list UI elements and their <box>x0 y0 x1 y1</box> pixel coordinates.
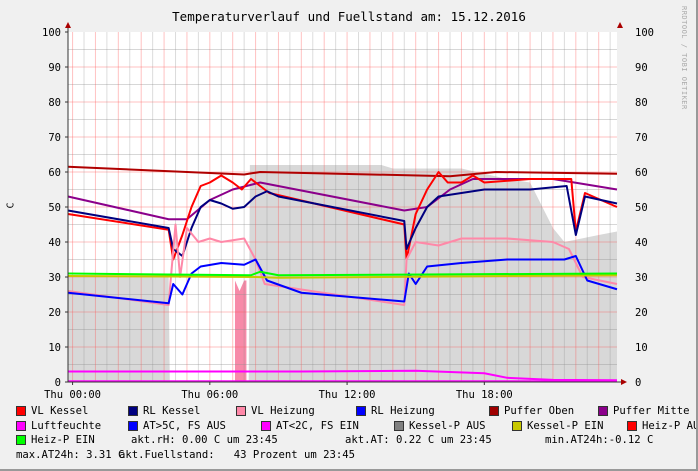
legend-label: VL Kessel <box>31 405 89 417</box>
legend-item: VL Kessel <box>16 404 128 419</box>
y-tick-label: 20 <box>48 307 61 319</box>
y-tick-label-right: 60 <box>635 167 648 179</box>
series-puffer-mitte <box>67 178 618 221</box>
y-tick-label: 50 <box>48 202 61 214</box>
legend-swatch <box>236 406 246 417</box>
watermark: RRDTOOL / TOBI OETIKER <box>680 6 688 110</box>
legend-item: Puffer Oben <box>489 404 598 419</box>
legend-swatch <box>356 406 366 417</box>
y-tick-label: 70 <box>48 132 61 144</box>
x-tick-label: Thu 06:00 <box>181 389 238 400</box>
legend-item: Kessel-P AUS <box>394 419 512 434</box>
legend-swatch <box>128 420 138 431</box>
y-tick-label-right: 90 <box>635 62 648 74</box>
legend-label: Luftfeuchte <box>31 419 102 432</box>
legend-label: Kessel-P EIN <box>527 419 604 432</box>
y-tick-label-right: 30 <box>635 272 648 284</box>
y-tick-label-right: 40 <box>635 237 648 249</box>
series-puffer-oben <box>67 165 618 178</box>
legend-swatch <box>16 420 26 431</box>
legend-swatch <box>394 420 404 431</box>
y-tick-label-right: 50 <box>635 202 648 214</box>
legend-label: Heiz-P EIN <box>31 434 95 446</box>
y-tick-label: 80 <box>48 97 61 109</box>
y-tick-label-right: 100 <box>635 27 654 39</box>
y-tick-label: 0 <box>55 377 61 389</box>
legend-item: AT<2C, FS EIN <box>261 419 394 434</box>
legend-item: VL Heizung <box>236 404 356 419</box>
legend-label: Puffer Oben <box>504 405 575 417</box>
legend-label: RL Heizung <box>371 405 435 417</box>
series-heiz-p-ein <box>67 270 618 277</box>
max-at24h: max.AT24h: 3.31 C <box>16 448 125 461</box>
y-axis-arrow-right-icon <box>617 22 623 28</box>
y-tick-label: 10 <box>48 342 61 354</box>
legend-swatch <box>16 406 26 417</box>
min-at24h: min.AT24h:-0.12 C <box>545 434 654 446</box>
legend-label: Puffer Mitte <box>613 405 690 417</box>
legend-swatch <box>489 406 499 417</box>
area-heiz-p-aus <box>234 280 247 382</box>
y-tick-label-right: 80 <box>635 97 648 109</box>
legend-swatch <box>512 420 522 431</box>
legend-swatch <box>16 435 26 446</box>
series-rl-heizung <box>67 255 618 305</box>
legend-label: Kessel-P AUS <box>409 419 486 432</box>
y-tick-label-right: 0 <box>635 377 641 389</box>
series-kessel-p-ein <box>67 274 618 279</box>
y-tick-label-right: 70 <box>635 132 648 144</box>
y-tick-label: 40 <box>48 237 61 249</box>
y-tick-label-right: 20 <box>635 307 648 319</box>
legend-swatch <box>627 420 637 431</box>
akt-at: akt.AT: 0.22 C um 23:45 <box>345 434 492 446</box>
legend-item: Heiz-P AUS <box>627 419 696 434</box>
legend-swatch <box>128 406 138 417</box>
series-luftfeuchte <box>68 369 618 382</box>
legend-label: Heiz-P AUS <box>642 419 696 432</box>
legend-item: RL Kessel <box>128 404 236 419</box>
legend-item: RL Heizung <box>356 404 489 419</box>
y-tick-label: 90 <box>48 62 61 74</box>
y-tick-label: 30 <box>48 272 61 284</box>
y-tick-label-right: 10 <box>635 342 648 354</box>
legend-label: AT>5C, FS AUS <box>143 419 226 432</box>
legend-swatch <box>261 420 271 431</box>
y-tick-label: 100 <box>42 27 61 39</box>
legend-swatch <box>598 406 608 417</box>
legend-item: Puffer Mitte <box>598 404 690 419</box>
y-axis-arrow-icon <box>65 22 71 28</box>
chart-title: Temperaturverlauf und Fuellstand am: 15.… <box>172 9 526 24</box>
area-kessel-p-aus <box>68 165 617 382</box>
legend-item: Luftfeuchte <box>16 419 128 434</box>
legend: VL Kessel RL Kessel VL Heizung RL Heizung Pu… <box>16 404 696 462</box>
y-tick-label: 60 <box>48 167 61 179</box>
legend-label: AT<2C, FS EIN <box>276 419 359 432</box>
legend-item: AT>5C, FS AUS <box>128 419 261 434</box>
legend-label: RL Kessel <box>143 405 201 417</box>
akt-rh: akt.rH: 0.00 C um 23:45 <box>131 434 278 446</box>
akt-fuellstand: akt.Fuellstand: 43 Prozent um 23:45 <box>119 448 355 461</box>
x-tick-label: Thu 12:00 <box>319 389 376 400</box>
legend-label: VL Heizung <box>251 405 315 417</box>
series-rl-kessel <box>67 185 618 257</box>
plot-area: 0 0 10 10 20 20 30 30 40 40 50 50 60 60 70 70 80 80 90 90 10… <box>42 22 654 400</box>
x-tick-label: Thu 18:00 <box>456 389 513 400</box>
legend-item: Kessel-P EIN <box>512 419 627 434</box>
x-axis-arrow-icon <box>621 379 627 385</box>
legend-item: Heiz-P EIN <box>16 433 131 448</box>
x-tick-label: Thu 00:00 <box>44 389 101 400</box>
